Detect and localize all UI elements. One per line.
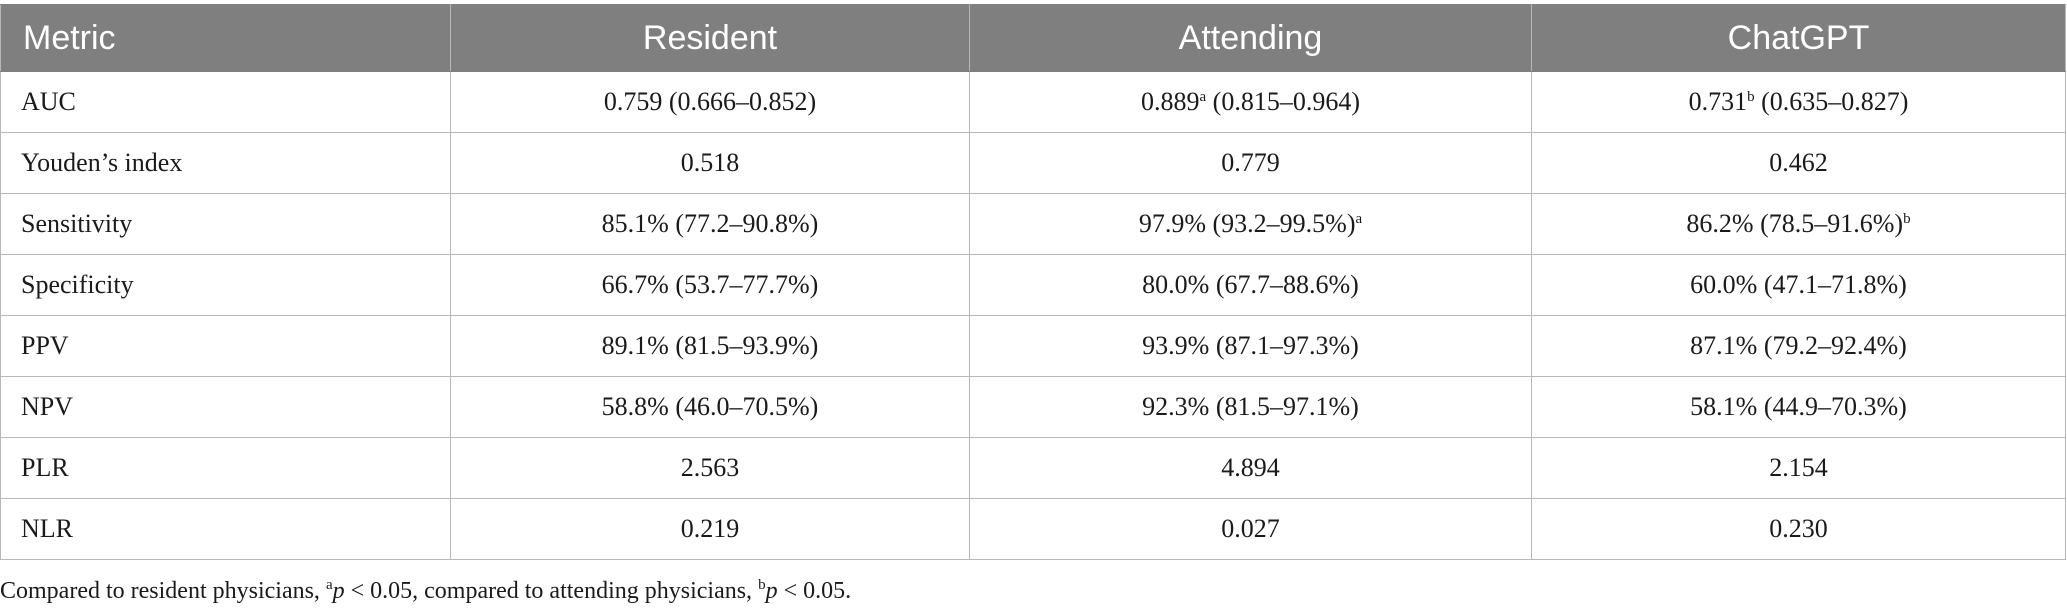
attending-value-cell: 93.9% (87.1–97.3%)	[969, 315, 1532, 377]
table-footnote: Compared to resident physicians, ap < 0.…	[0, 578, 851, 605]
attending-value-cell: 80.0% (67.7–88.6%)	[969, 254, 1532, 316]
table-row: NPV 58.8% (46.0–70.5%) 92.3% (81.5–97.1%) 5…	[0, 376, 2066, 438]
value-text: 93.9% (87.1–97.3%)	[1142, 331, 1359, 360]
table-header: Metric Resident Attending ChatGPT	[0, 4, 2066, 72]
value-text: 0.518	[680, 148, 740, 177]
attending-value-cell: 0.027	[969, 498, 1532, 560]
value-text: 80.0% (67.7–88.6%)	[1142, 270, 1359, 299]
table-row: PLR 2.563 4.894 2.154	[0, 437, 2066, 499]
table-body: AUC 0.759 (0.666–0.852) 0.889a (0.815–0.96…	[0, 71, 2066, 560]
attending-value-cell: 92.3% (81.5–97.1%)	[969, 376, 1532, 438]
table-row: NLR 0.219 0.027 0.230	[0, 498, 2066, 560]
table-row: Youden’s index 0.518 0.779 0.462	[0, 132, 2066, 194]
value-text: 89.1% (81.5–93.9%)	[601, 331, 819, 360]
metric-cell: Sensitivity	[0, 193, 451, 255]
value-text: 4.894	[1221, 453, 1280, 482]
metric-cell: Youden’s index	[0, 132, 451, 194]
value-text: 0.731	[1688, 87, 1748, 116]
header-row: Metric Resident Attending ChatGPT	[0, 4, 2066, 72]
metric-cell: Specificity	[0, 254, 451, 316]
attending-value-cell: 0.889a (0.815–0.964)	[969, 71, 1532, 133]
chatgpt-value-cell: 86.2% (78.5–91.6%)b	[1531, 193, 2066, 255]
value-text: 2.563	[680, 453, 740, 482]
value-text: 0.889	[1141, 87, 1200, 116]
diagnostic-metrics-table: Metric Resident Attending ChatGPT AUC 0.7…	[0, 4, 2066, 560]
confidence-interval-text: (0.635–0.827)	[1754, 87, 1909, 116]
resident-value-cell: 58.8% (46.0–70.5%)	[450, 376, 970, 438]
chatgpt-value-cell: 60.0% (47.1–71.8%)	[1531, 254, 2066, 316]
value-text: 85.1% (77.2–90.8%)	[601, 209, 819, 238]
attending-value-cell: 97.9% (93.2–99.5%)a	[969, 193, 1532, 255]
attending-value-cell: 4.894	[969, 437, 1532, 499]
table-row: Specificity 66.7% (53.7–77.7%) 80.0% (67.7…	[0, 254, 2066, 316]
value-text: 66.7% (53.7–77.7%)	[601, 270, 819, 299]
footnote-text-1: Compared to resident physicians,	[0, 578, 326, 604]
resident-value-cell: 0.219	[450, 498, 970, 560]
metric-cell: PLR	[0, 437, 451, 499]
table-row: Sensitivity 85.1% (77.2–90.8%) 97.9% (93.2…	[0, 193, 2066, 255]
chatgpt-value-cell: 0.731b (0.635–0.827)	[1531, 71, 2066, 133]
value-text: 0.462	[1769, 148, 1828, 177]
resident-value-cell: 66.7% (53.7–77.7%)	[450, 254, 970, 316]
value-text: 58.8% (46.0–70.5%)	[601, 392, 819, 421]
header-metric: Metric	[0, 4, 451, 72]
value-text: 0.759 (0.666–0.852)	[603, 87, 817, 116]
table-row: AUC 0.759 (0.666–0.852) 0.889a (0.815–0.96…	[0, 71, 2066, 133]
resident-value-cell: 2.563	[450, 437, 970, 499]
attending-value-cell: 0.779	[969, 132, 1532, 194]
header-chatgpt: ChatGPT	[1531, 4, 2066, 72]
metric-cell: NLR	[0, 498, 451, 560]
value-text: 60.0% (47.1–71.8%)	[1690, 270, 1907, 299]
chatgpt-value-cell: 58.1% (44.9–70.3%)	[1531, 376, 2066, 438]
footnote-text-3: < 0.05.	[777, 578, 852, 604]
header-resident: Resident	[450, 4, 970, 72]
value-text: 0.779	[1221, 148, 1280, 177]
header-attending: Attending	[969, 4, 1532, 72]
value-text: 87.1% (79.2–92.4%)	[1690, 331, 1907, 360]
chatgpt-value-cell: 87.1% (79.2–92.4%)	[1531, 315, 2066, 377]
value-text: 97.9% (93.2–99.5%)	[1138, 209, 1356, 238]
value-text: 92.3% (81.5–97.1%)	[1142, 392, 1359, 421]
significance-marker: b	[1747, 89, 1755, 105]
chatgpt-value-cell: 2.154	[1531, 437, 2066, 499]
metric-cell: NPV	[0, 376, 451, 438]
resident-value-cell: 0.518	[450, 132, 970, 194]
table-row: PPV 89.1% (81.5–93.9%) 93.9% (87.1–97.3%) 8…	[0, 315, 2066, 377]
value-text: 0.219	[680, 514, 740, 543]
chatgpt-value-cell: 0.462	[1531, 132, 2066, 194]
resident-value-cell: 0.759 (0.666–0.852)	[450, 71, 970, 133]
metric-cell: PPV	[0, 315, 451, 377]
value-text: 86.2% (78.5–91.6%)	[1686, 209, 1904, 238]
chatgpt-value-cell: 0.230	[1531, 498, 2066, 560]
significance-marker: a	[1355, 211, 1363, 227]
footnote-p-1: p	[332, 578, 345, 604]
footnote-sup-b: b	[758, 577, 766, 593]
value-text: 0.230	[1769, 514, 1828, 543]
resident-value-cell: 85.1% (77.2–90.8%)	[450, 193, 970, 255]
footnote-p-2: p	[765, 578, 778, 604]
results-table-container: Metric Resident Attending ChatGPT AUC 0.7…	[0, 4, 2066, 560]
value-text: 0.027	[1221, 514, 1280, 543]
footnote-text-2: < 0.05, compared to attending physicians…	[344, 578, 759, 604]
footnote-sup-a: a	[325, 577, 333, 593]
resident-value-cell: 89.1% (81.5–93.9%)	[450, 315, 970, 377]
value-text: 58.1% (44.9–70.3%)	[1690, 392, 1907, 421]
confidence-interval-text: (0.815–0.964)	[1206, 87, 1360, 116]
metric-cell: AUC	[0, 71, 451, 133]
value-text: 2.154	[1769, 453, 1828, 482]
significance-marker: a	[1199, 89, 1207, 105]
significance-marker: b	[1903, 211, 1911, 227]
